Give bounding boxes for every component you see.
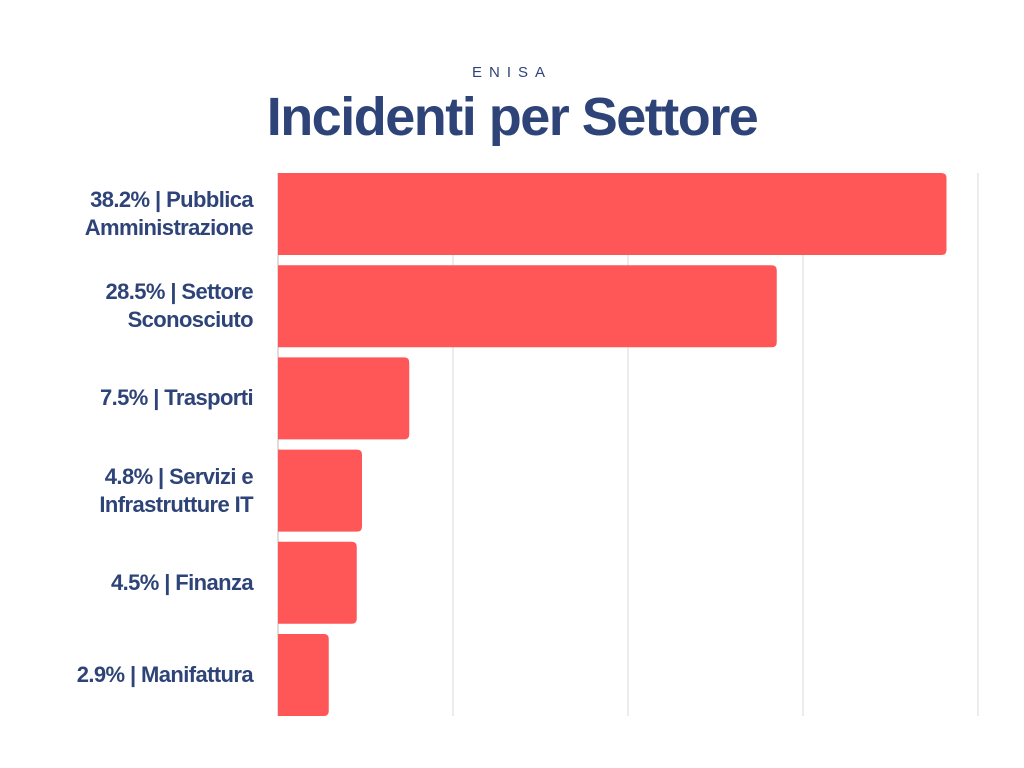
category-label-text: 4.5% | Finanza bbox=[110, 569, 254, 595]
category-label-text: 7.5% | Trasporti bbox=[99, 385, 254, 411]
category-label: 4.8% | Servizi e Infrastrutture IT bbox=[23, 450, 253, 532]
category-label-text: 4.8% | Servizi e Infrastrutture IT bbox=[99, 463, 253, 517]
bar bbox=[278, 634, 329, 716]
bar bbox=[278, 265, 777, 348]
category-label: 4.5% | Finanza bbox=[23, 542, 254, 624]
bar bbox=[278, 541, 357, 624]
category-label-text: 28.5% | Settore Sconosciuto bbox=[105, 279, 253, 333]
category-label: 38.2% | Pubblica Amministrazione bbox=[23, 173, 254, 255]
category-label: 2.9% | Manifattura bbox=[23, 634, 254, 716]
category-label-text: 38.2% | Pubblica Amministrazione bbox=[84, 187, 254, 240]
category-label: 7.5% | Trasporti bbox=[23, 357, 254, 439]
bar bbox=[278, 357, 410, 440]
bar bbox=[278, 449, 362, 532]
category-label: 28.5% | Settore Sconosciuto bbox=[23, 265, 253, 347]
chart-supertitle: ENISA bbox=[471, 64, 552, 81]
chart-title: Incidenti per Settore bbox=[266, 87, 759, 147]
bar bbox=[278, 173, 947, 255]
category-label-text: 2.9% | Manifattura bbox=[76, 662, 254, 687]
